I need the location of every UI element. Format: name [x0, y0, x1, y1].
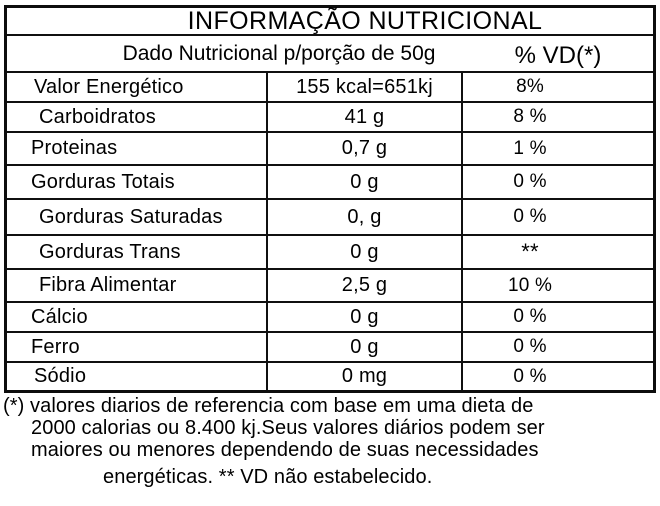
nutrient-dv: 8 %	[513, 106, 547, 127]
nutrient-amount: 0 mg	[268, 363, 463, 390]
nutrient-name: Gorduras Saturadas	[7, 200, 268, 234]
footnote-line: (*) valores diarios de referencia com ba…	[3, 395, 534, 417]
nutrient-name: Valor Energético	[7, 73, 268, 101]
footnote: (*) valores diarios de referencia com ba…	[3, 395, 657, 488]
nutrient-dv: 0 %	[513, 171, 547, 192]
nutrient-dv: 8%	[516, 76, 544, 97]
footnote-line: energéticas. ** VD não estabelecido.	[103, 466, 433, 488]
table-row-gorduras-trans: Gorduras Trans 0 g **	[7, 236, 653, 270]
nutrient-name: Proteinas	[7, 133, 268, 164]
nutrient-name: Fibra Alimentar	[7, 270, 268, 301]
nutrient-amount: 0, g	[268, 200, 463, 234]
table-row-calcio: Cálcio 0 g 0 %	[7, 303, 653, 333]
nutrient-amount: 0,7 g	[268, 133, 463, 164]
nutrient-amount: 2,5 g	[268, 270, 463, 301]
table-row-sodio: Sódio 0 mg 0 %	[7, 363, 653, 390]
nutrient-amount: 41 g	[268, 103, 463, 131]
daily-value-header-label: % VD(*)	[514, 42, 602, 69]
nutrient-amount: 0 g	[268, 166, 463, 198]
table-row-carboidratos: Carboidratos 41 g 8 %	[7, 103, 653, 133]
table-row-gorduras-totais: Gorduras Totais 0 g 0 %	[7, 166, 653, 200]
table-row-fibra-alimentar: Fibra Alimentar 2,5 g 10 %	[7, 270, 653, 303]
nutrient-name: Cálcio	[7, 303, 268, 331]
nutrition-table: INFORMAÇÃO NUTRICIONAL Dado Nutricional …	[4, 5, 656, 393]
nutrient-amount: 155 kcal=651kj	[268, 73, 463, 101]
table-row-valor-energetico: Valor Energético 155 kcal=651kj 8%	[7, 73, 653, 103]
nutrient-dv: 0 %	[513, 306, 547, 327]
footnote-line: maiores ou menores dependendo de suas ne…	[31, 439, 539, 461]
nutrient-dv: **	[521, 239, 539, 264]
serving-info-label: Dado Nutricional p/porção de 50g	[122, 41, 436, 65]
nutrient-amount: 0 g	[268, 236, 463, 268]
daily-value-header: % VD(*)	[463, 36, 653, 71]
nutrient-amount: 0 g	[268, 333, 463, 361]
nutrient-name: Carboidratos	[7, 103, 268, 131]
table-title-row: INFORMAÇÃO NUTRICIONAL	[7, 6, 653, 36]
nutrient-dv: 10 %	[507, 274, 553, 296]
nutrient-name: Gorduras Totais	[7, 166, 268, 198]
nutrient-name: Ferro	[7, 333, 268, 361]
table-title: INFORMAÇÃO NUTRICIONAL	[187, 6, 543, 35]
table-row-ferro: Ferro 0 g 0 %	[7, 333, 653, 363]
nutrient-amount: 0 g	[268, 303, 463, 331]
nutrient-name: Gorduras Trans	[7, 236, 268, 268]
table-row-proteinas: Proteinas 0,7 g 1 %	[7, 133, 653, 166]
table-header-row: Dado Nutricional p/porção de 50g % VD(*)	[7, 36, 653, 73]
serving-info: Dado Nutricional p/porção de 50g	[7, 36, 463, 71]
table-row-gorduras-saturadas: Gorduras Saturadas 0, g 0 %	[7, 200, 653, 236]
nutrient-dv: 1 %	[513, 137, 547, 159]
footnote-line: 2000 calorias ou 8.400 kj.Seus valores d…	[31, 417, 545, 439]
nutrient-dv: 0 %	[513, 206, 547, 227]
nutrient-name: Sódio	[7, 363, 268, 390]
nutrient-dv: 0 %	[513, 336, 547, 357]
nutrient-dv: 0 %	[513, 365, 547, 387]
